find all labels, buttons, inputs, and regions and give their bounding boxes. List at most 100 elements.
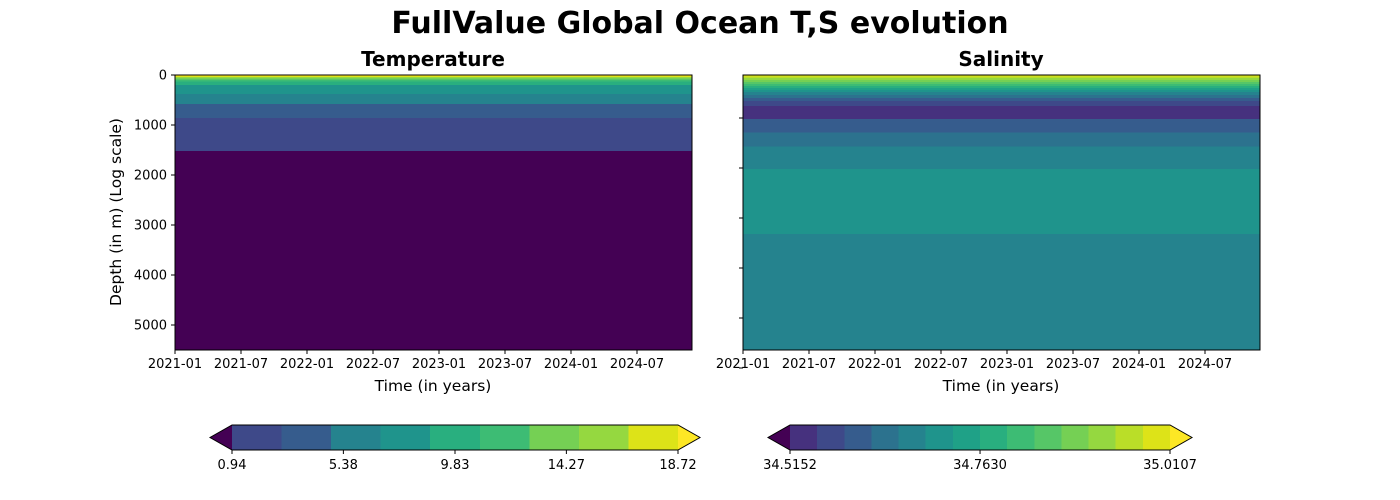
x-tick-label: 2023-01 [980,357,1034,372]
temperature-y-ticks: 0 1000 2000 3000 4000 5000 [134,69,175,334]
temperature-panel: Temperature 2021-01 2021-07 2022-01 2022-07… [107,47,693,395]
temperature-band-8 [175,104,692,118]
colorbar-segment [331,425,382,450]
temperature-x-ticks: 2021-01 2021-07 2022-01 2022-07 2023-01 2023-… [148,350,664,372]
salinity-panel: Salinity 2021-01 2021-07 2022-01 2022-07 202… [716,47,1261,395]
colorbar-segment [628,425,679,450]
y-tick-label: 1000 [134,119,167,134]
figure-title: FullValue Global Ocean T,S evolution [391,6,1008,41]
salinity-x-axis-label: Time (in years) [942,377,1060,395]
colorbar-segment [1088,425,1117,450]
x-tick-label: 2022-01 [280,357,334,372]
colorbar-segment [790,425,818,450]
salinity-band-6 [743,86,1260,88]
colorbar-segment [232,425,283,450]
salinity-band-17 [743,169,1260,234]
y-tick-label: 2000 [134,169,167,184]
colorbar-segment [430,425,481,450]
temperature-band-6 [175,85,692,94]
x-tick-label: 2024-07 [610,357,664,372]
temperature-band-5 [175,81,692,85]
temperature-x-axis-label: Time (in years) [374,377,492,395]
x-tick-label: 2022-07 [346,357,400,372]
temperature-band-10 [175,151,692,350]
colorbar-segment [281,425,332,450]
salinity-band-16 [743,146,1260,169]
temperature-band-7 [175,94,692,104]
temperature-colorbar: 0.94 5.38 9.83 14.27 18.72 [208,424,702,473]
salinity-band-5 [743,84,1260,86]
colorbar-extend-low [210,425,232,450]
colorbar-segment [952,425,981,450]
salinity-band-4 [743,82,1260,84]
colorbar-tick-label: 9.83 [441,458,470,473]
salinity-band-13 [743,106,1260,119]
colorbar-segment [898,425,927,450]
colorbar-segment [479,425,530,450]
y-tick-label: 4000 [134,269,167,284]
x-tick-label: 2024-01 [1112,357,1166,372]
x-tick-label: 2021-01 [148,357,202,372]
salinity-x-ticks: 2021-01 2021-07 2022-01 2022-07 2023-01 2023-… [716,350,1232,372]
colorbar-segment [817,425,845,450]
salinity-band-14 [743,119,1260,133]
salinity-band-0 [743,75,1260,77]
colorbar-segment [980,425,1008,450]
salinity-y-ticks [739,117,743,369]
colorbar-tick-label: 18.72 [659,458,696,473]
colorbar-segment [1061,425,1090,450]
colorbar-tick-label: 34.7630 [953,458,1007,473]
colorbar-extend-low [768,425,790,450]
colorbar-segment [578,425,630,450]
temperature-band-3 [175,78,692,80]
salinity-band-10 [743,95,1260,98]
colorbar-tick-label: 5.38 [329,458,358,473]
colorbar-segment [1115,425,1144,450]
salinity-band-18 [743,234,1260,350]
colorbar-tick-label: 0.94 [218,458,247,473]
temperature-band-1 [175,75,692,77]
x-tick-label: 2021-07 [782,357,836,372]
salinity-band-7 [743,88,1260,90]
colorbar-tick-label: 14.27 [548,458,585,473]
x-tick-label: 2024-07 [1178,357,1232,372]
colorbar-segment [1007,425,1035,450]
salinity-contour-bands [743,75,1260,350]
y-tick-label: 3000 [134,219,167,234]
temperature-y-axis-label: Depth (in m) (Log scale) [107,118,125,306]
x-tick-label: 2021-01 [716,357,770,372]
salinity-band-8 [743,90,1260,92]
x-tick-label: 2022-07 [914,357,968,372]
colorbar-segment [1142,425,1171,450]
x-tick-label: 2023-07 [478,357,532,372]
x-tick-label: 2024-01 [544,357,598,372]
x-tick-label: 2023-07 [1046,357,1100,372]
salinity-band-12 [743,101,1260,106]
colorbar-segment [871,425,900,450]
salinity-band-9 [743,92,1260,95]
colorbar-segment [529,425,580,450]
temperature-band-2 [175,76,692,78]
salinity-colorbar: 34.5152 34.7630 35.0107 [763,424,1197,473]
y-tick-label: 0 [159,69,167,84]
colorbar-segment [925,425,954,450]
y-tick-label: 5000 [134,319,167,334]
salinity-band-3 [743,80,1260,82]
colorbar-tick-label: 35.0107 [1143,458,1197,473]
colorbar-extend-high [1170,425,1192,450]
salinity-band-2 [743,78,1260,80]
x-tick-label: 2023-01 [412,357,466,372]
salinity-plot-frame [742,74,1261,351]
temperature-contour-bands [175,75,692,350]
colorbar-segment [844,425,873,450]
colorbar-tick-label: 34.5152 [763,458,817,473]
salinity-band-11 [743,98,1260,101]
colorbar-extend-high [678,425,700,450]
salinity-title: Salinity [958,47,1043,71]
temperature-title: Temperature [361,47,505,71]
temperature-band-9 [175,118,692,151]
temperature-plot-frame [174,74,693,351]
colorbar-segment [380,425,431,450]
x-tick-label: 2022-01 [848,357,902,372]
